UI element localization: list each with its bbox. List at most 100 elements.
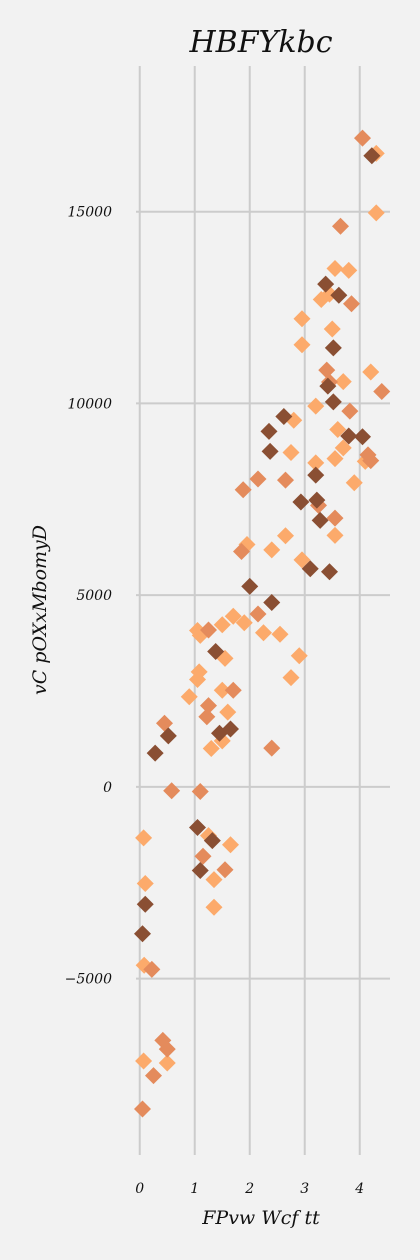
data-point-medium (326, 509, 344, 527)
data-point-light (326, 450, 344, 468)
data-points (134, 129, 391, 1118)
data-point-dark (275, 407, 293, 425)
x-tick-label: 3 (300, 1181, 309, 1197)
data-point-light (323, 320, 341, 338)
data-point-medium (318, 361, 336, 379)
data-point-medium (200, 621, 217, 639)
data-point-light (190, 663, 208, 681)
data-point-light (334, 439, 352, 457)
data-point-dark (340, 427, 358, 445)
data-point-dark (136, 895, 154, 913)
data-point-light (205, 898, 223, 916)
data-point-light (290, 647, 308, 665)
data-point-dark (260, 422, 278, 440)
data-point-light (205, 871, 223, 889)
data-point-medium (373, 383, 391, 401)
data-point-dark (292, 493, 310, 511)
data-point-medium (354, 129, 371, 147)
data-point-dark (363, 147, 381, 165)
data-point-light (329, 421, 347, 439)
data-point-medium (194, 847, 212, 865)
data-point-medium (198, 708, 216, 726)
x-tick-label: 2 (244, 1181, 254, 1197)
data-point-dark (241, 577, 259, 595)
data-point-medium (143, 960, 161, 978)
data-point-medium (145, 1067, 162, 1085)
data-point-medium (216, 861, 234, 879)
data-point-medium (156, 714, 173, 732)
x-tick-label: 1 (190, 1181, 199, 1197)
data-point-medium (224, 681, 242, 699)
x-axis-label: FPvw Wcf tt (201, 1207, 320, 1229)
data-point-light (224, 607, 242, 625)
data-point-medium (362, 452, 380, 470)
data-point-light (293, 551, 311, 569)
data-point-medium (134, 1100, 151, 1118)
data-point-medium (277, 471, 294, 489)
data-point-medium (249, 605, 267, 623)
data-point-light (340, 261, 358, 279)
data-point-medium (341, 402, 359, 420)
data-point-light (180, 688, 198, 706)
data-point-light (135, 1052, 153, 1070)
data-point-light (158, 1054, 176, 1072)
data-point-light (136, 875, 154, 893)
data-point-light (235, 614, 253, 632)
y-tick-label: −5000 (65, 972, 112, 988)
data-point-medium (233, 542, 250, 560)
data-point-dark (330, 286, 348, 304)
data-point-light (307, 454, 325, 472)
data-point-light (219, 703, 237, 721)
data-point-light (326, 526, 344, 544)
data-point-medium (200, 697, 217, 715)
data-point-light (282, 444, 300, 462)
data-point-light (293, 310, 311, 328)
y-axis-label: vC pOXxMbomyD (29, 525, 51, 695)
data-point-dark (207, 643, 225, 661)
data-point-medium (158, 1040, 176, 1058)
data-point-dark (324, 393, 342, 411)
data-point-light (307, 397, 325, 415)
data-point-light (271, 625, 289, 643)
data-point-light (326, 259, 344, 277)
data-point-light (282, 669, 300, 687)
data-point-light (202, 740, 220, 758)
data-point-light (222, 836, 239, 854)
data-point-dark (191, 861, 209, 879)
data-point-dark (324, 339, 342, 357)
data-point-dark (159, 727, 177, 745)
data-point-dark (321, 563, 338, 581)
data-point-medium (343, 295, 360, 313)
grid (136, 66, 390, 1155)
data-point-light (213, 681, 231, 699)
x-tick-label: 0 (135, 1181, 144, 1197)
data-point-light (135, 829, 153, 847)
data-point-medium (332, 217, 349, 235)
data-point-medium (263, 739, 281, 757)
data-point-light (334, 373, 352, 391)
y-tick-label: 5000 (76, 588, 112, 604)
data-point-dark (308, 491, 326, 509)
data-point-dark (222, 720, 239, 738)
y-tick-label: 0 (103, 780, 112, 796)
x-tick-label: 4 (354, 1181, 364, 1197)
data-point-medium (249, 470, 267, 488)
chart-title: HBFYkbc (188, 25, 332, 60)
data-point-medium (191, 782, 209, 800)
y-tick-label: 10000 (67, 396, 112, 412)
data-point-dark (311, 511, 329, 529)
data-point-dark (354, 428, 371, 446)
data-point-dark (203, 832, 221, 850)
data-point-light (345, 474, 363, 492)
data-point-light (293, 336, 311, 354)
data-point-light (263, 541, 281, 559)
data-point-light (367, 204, 385, 222)
data-point-light (362, 363, 380, 381)
data-point-dark (307, 466, 325, 484)
data-point-light (277, 527, 294, 545)
data-point-dark (146, 744, 164, 762)
data-point-medium (234, 481, 252, 499)
y-tick-label: 15000 (67, 205, 112, 221)
